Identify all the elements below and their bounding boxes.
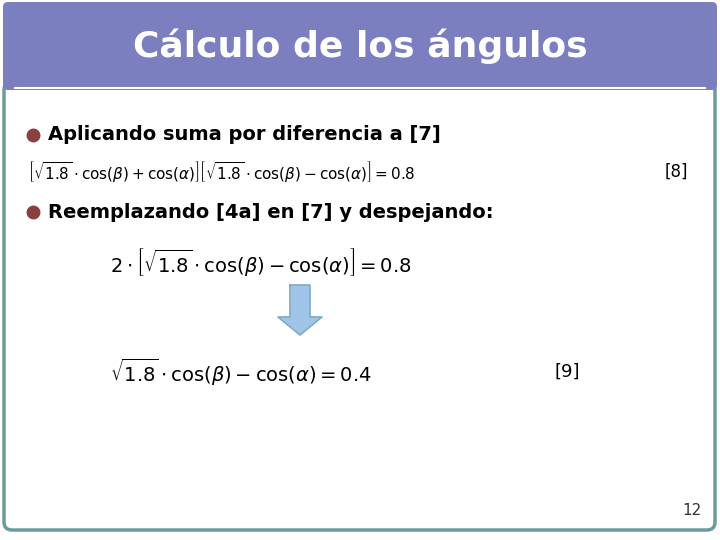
Text: [9]: [9] — [555, 363, 580, 381]
Text: $\left[\sqrt{1.8}\cdot\cos(\beta)+\cos(\alpha)\right]\left[\sqrt{1.8}\cdot\cos(\: $\left[\sqrt{1.8}\cdot\cos(\beta)+\cos(\… — [28, 159, 415, 185]
Polygon shape — [278, 285, 322, 335]
Text: Reemplazando [4a] en [7] y despejando:: Reemplazando [4a] en [7] y despejando: — [48, 202, 493, 221]
Text: $\sqrt{1.8}\cdot\cos(\beta)-\cos(\alpha)=0.4$: $\sqrt{1.8}\cdot\cos(\beta)-\cos(\alpha)… — [110, 356, 372, 388]
FancyBboxPatch shape — [4, 82, 715, 530]
Text: 12: 12 — [683, 503, 702, 518]
Text: Aplicando suma por diferencia a [7]: Aplicando suma por diferencia a [7] — [48, 125, 441, 145]
Text: Cálculo de los ángulos: Cálculo de los ángulos — [132, 28, 588, 64]
Text: [8]: [8] — [665, 163, 688, 181]
FancyBboxPatch shape — [3, 2, 717, 90]
Text: $2\cdot\left[\sqrt{1.8}\cdot\cos(\beta)-\cos(\alpha)\right]=0.8$: $2\cdot\left[\sqrt{1.8}\cdot\cos(\beta)-… — [110, 246, 411, 278]
